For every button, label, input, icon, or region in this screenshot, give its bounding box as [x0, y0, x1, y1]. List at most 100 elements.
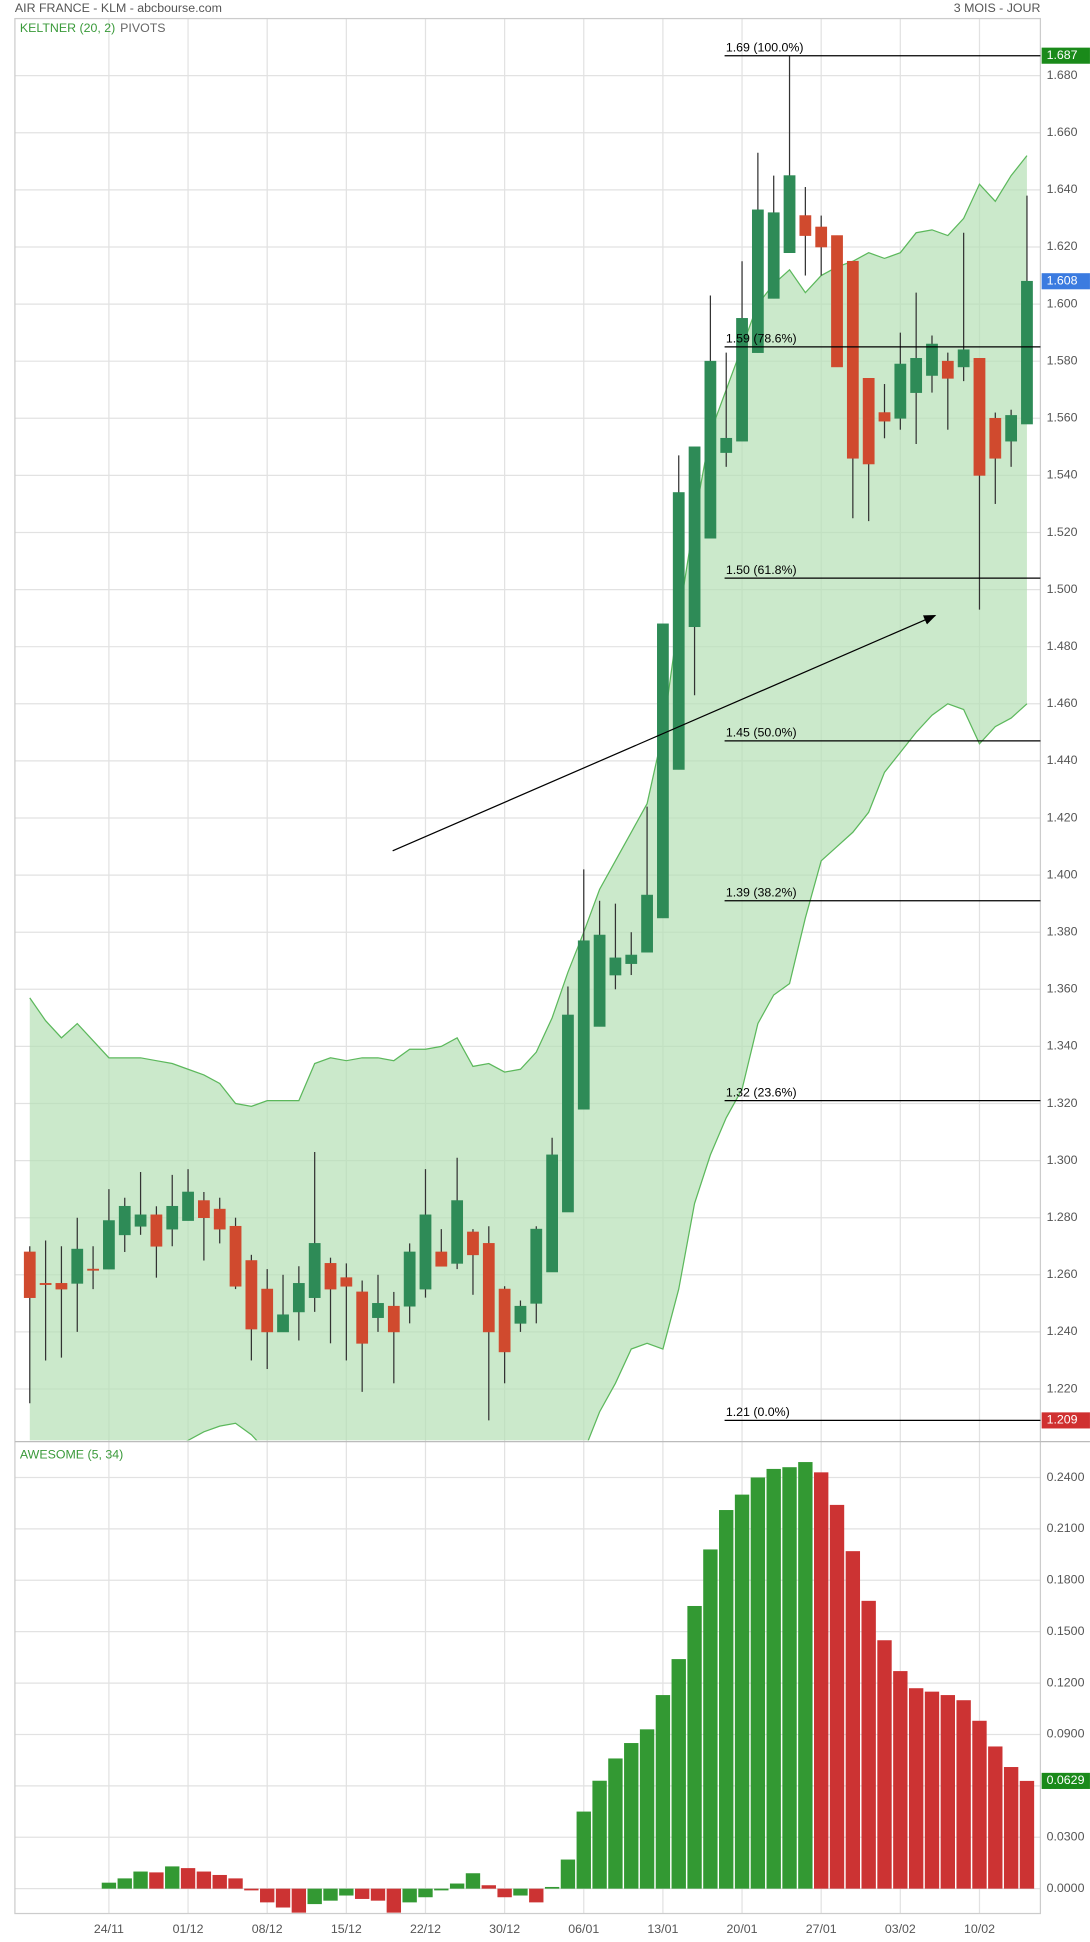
ao-bar: [497, 1888, 512, 1898]
candle-body: [704, 360, 717, 539]
ao-bar: [465, 1873, 481, 1889]
candle-body: [261, 1288, 274, 1333]
candle-body: [403, 1251, 416, 1307]
ao-bar: [323, 1888, 338, 1901]
y-tick-label: 1.300: [1047, 1153, 1078, 1167]
x-tick-label: 06/01: [568, 1922, 599, 1936]
ao-bar: [180, 1868, 196, 1889]
ao-bar: [829, 1504, 845, 1889]
x-tick-label: 27/01: [806, 1922, 837, 1936]
ao-plot: [101, 1462, 1035, 1913]
candle-body: [498, 1288, 511, 1353]
ao-bar: [481, 1885, 496, 1889]
ao-bar: [133, 1871, 148, 1889]
candle-body: [862, 378, 875, 465]
candle-body: [419, 1214, 432, 1290]
y-tick-label: 1.420: [1047, 810, 1078, 824]
candle-body: [910, 358, 923, 393]
price-marker-label: 1.209: [1047, 1413, 1078, 1427]
ao-bar: [354, 1888, 370, 1899]
candle-body: [1021, 280, 1033, 425]
ao-bar: [117, 1878, 132, 1889]
ao-bar: [544, 1886, 560, 1889]
price-marker: [1041, 1412, 1090, 1429]
y-tick-label: 0.0000: [1047, 1881, 1085, 1895]
fib-label: 1.45 (50.0%): [726, 726, 797, 740]
y-tick-label: 0.0300: [1047, 1830, 1085, 1844]
fib-label: 1.59 (78.6%): [726, 332, 797, 346]
candle-body: [118, 1205, 131, 1236]
ao-bar: [513, 1888, 528, 1896]
candle-body: [166, 1205, 179, 1230]
y-tick-label: 1.640: [1047, 182, 1078, 196]
candle-body: [292, 1283, 305, 1313]
ao-bar: [988, 1746, 1003, 1889]
y-tick-label: 1.460: [1047, 696, 1078, 710]
y-tick-label: 1.480: [1047, 639, 1078, 653]
ao-bar: [766, 1468, 781, 1889]
fib-label: 1.50 (61.8%): [726, 563, 797, 577]
ao-bar: [972, 1720, 987, 1889]
band-lower: [186, 703, 1028, 1441]
candle-body: [799, 215, 812, 236]
candle-body: [55, 1283, 68, 1290]
y-tick-label: 1.620: [1047, 239, 1078, 253]
price-marker-label: 0.0629: [1047, 1773, 1085, 1787]
candle-body: [973, 358, 986, 476]
fib-label: 1.32 (23.6%): [726, 1085, 797, 1099]
candle-body: [751, 209, 764, 353]
candle-body: [87, 1268, 99, 1271]
ao-bar: [608, 1758, 623, 1889]
ao-bar: [339, 1888, 354, 1896]
ao-bar: [687, 1605, 702, 1889]
ao-bar: [275, 1888, 291, 1908]
y-tick-label: 0.2400: [1047, 1470, 1085, 1484]
candle-body: [767, 212, 780, 299]
candle-body: [514, 1305, 527, 1324]
page-title: AIR FRANCE - KLM - abcbourse.com: [15, 1, 222, 15]
candle-body: [609, 957, 622, 976]
ao-bar: [956, 1700, 971, 1889]
candle-body: [308, 1243, 321, 1298]
candle-body: [815, 226, 828, 248]
ao-bar: [814, 1472, 829, 1889]
ao-bar: [877, 1640, 892, 1889]
plot-border: [14, 17, 1042, 1915]
candle-body: [482, 1243, 495, 1333]
candle-body: [387, 1305, 400, 1333]
fib-label: 1.21 (0.0%): [726, 1405, 790, 1419]
ao-bar: [940, 1695, 955, 1889]
candle-body: [71, 1248, 84, 1284]
ao-bar: [893, 1671, 908, 1889]
y-tick-label: 0.1500: [1047, 1624, 1085, 1638]
candle-body: [577, 940, 590, 1110]
ao-bar: [861, 1600, 876, 1889]
period: 3 MOIS - JOUR: [954, 1, 1041, 15]
price-marker: [1041, 47, 1090, 64]
y-tick-label: 0.2100: [1047, 1521, 1085, 1535]
y-tick-label: 0.0900: [1047, 1727, 1085, 1741]
y-tick-label: 1.320: [1047, 1096, 1078, 1110]
candle-body: [720, 437, 733, 453]
ao-bar: [798, 1462, 813, 1889]
candle-body: [467, 1231, 479, 1256]
candle-body: [103, 1220, 115, 1270]
candle-body: [245, 1260, 258, 1330]
y-tick-label: 1.560: [1047, 411, 1078, 425]
legend-pivots: PIVOTS: [120, 21, 165, 35]
ao-bar: [908, 1688, 924, 1889]
y-tick-label: 1.260: [1047, 1267, 1078, 1281]
candle-body: [957, 349, 970, 368]
ao-bar: [592, 1780, 607, 1889]
ao-bar: [719, 1510, 734, 1889]
y-tick-label: 1.340: [1047, 1039, 1078, 1053]
trend-arrow: [392, 614, 937, 852]
x-tick-label: 03/02: [885, 1922, 916, 1936]
y-tick-label: 1.220: [1047, 1381, 1078, 1395]
ao-bar: [370, 1888, 386, 1901]
ao-bar: [386, 1888, 402, 1913]
ao-bar: [734, 1494, 750, 1889]
ao-bar: [782, 1467, 797, 1889]
ao-bar: [655, 1695, 671, 1889]
price-marker: [1041, 1772, 1090, 1789]
